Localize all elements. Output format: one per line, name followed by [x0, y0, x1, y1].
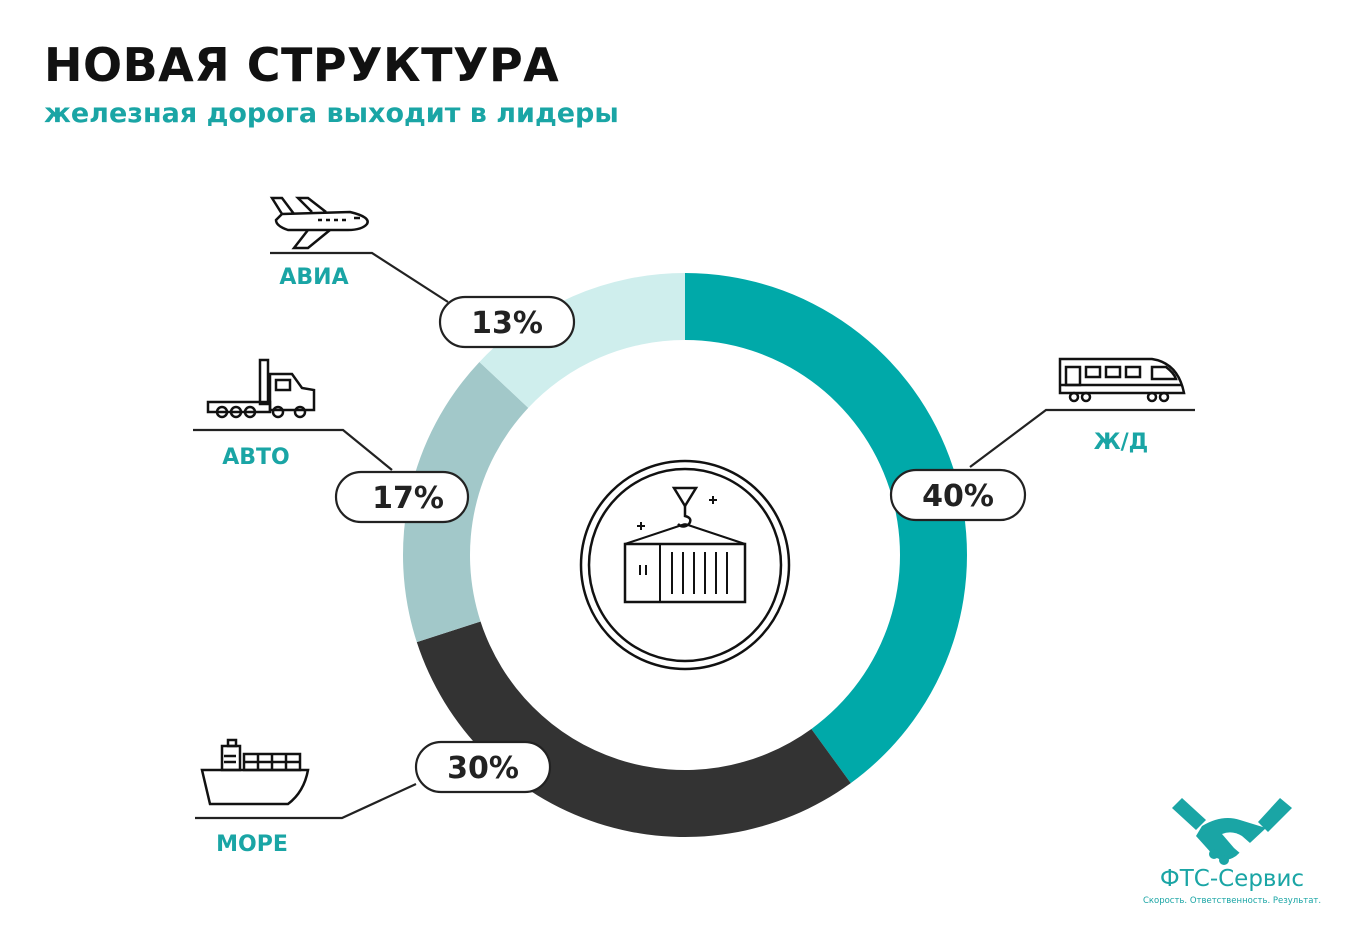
label-sea: МОРЕ [216, 832, 288, 857]
brand-name: ФТС-Сервис [1159, 866, 1305, 892]
leader-lines [193, 251, 1195, 820]
value-label-rail: 40% [922, 479, 994, 514]
brand-tagline: Скорость. Ответственность. Результат. [1142, 896, 1322, 906]
ship-icon [200, 738, 310, 806]
label-air: АВИА [279, 265, 348, 290]
chart-subtitle: железная дорога выходит в лидеры [44, 98, 619, 129]
truck-icon [206, 358, 316, 419]
value-label-sea: 30% [447, 751, 519, 786]
slice-rail [685, 273, 968, 784]
slice-air [479, 273, 685, 408]
value-pill-air: 13% [438, 295, 576, 349]
airplane-icon [269, 196, 369, 250]
label-rail: Ж/Д [1094, 430, 1149, 455]
value-pill-auto: 17% [334, 470, 470, 524]
chart-title: НОВАЯ СТРУКТУРА [44, 38, 560, 92]
value-pill-sea: 30% [414, 740, 552, 794]
value-label-auto: 17% [372, 481, 444, 516]
handshake-icon [1172, 798, 1292, 865]
container-crane-icon [579, 459, 791, 671]
value-pill-rail: 40% [889, 468, 1027, 522]
label-auto: АВТО [222, 445, 290, 470]
train-icon [1058, 357, 1186, 403]
value-label-air: 13% [471, 306, 543, 341]
